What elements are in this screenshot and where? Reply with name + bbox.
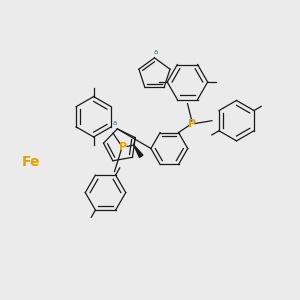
Text: P: P [188,118,196,129]
Text: a: a [154,49,158,55]
Text: Fe: Fe [22,155,41,169]
Polygon shape [134,145,143,158]
Text: a: a [112,120,116,126]
Text: P: P [119,142,128,152]
